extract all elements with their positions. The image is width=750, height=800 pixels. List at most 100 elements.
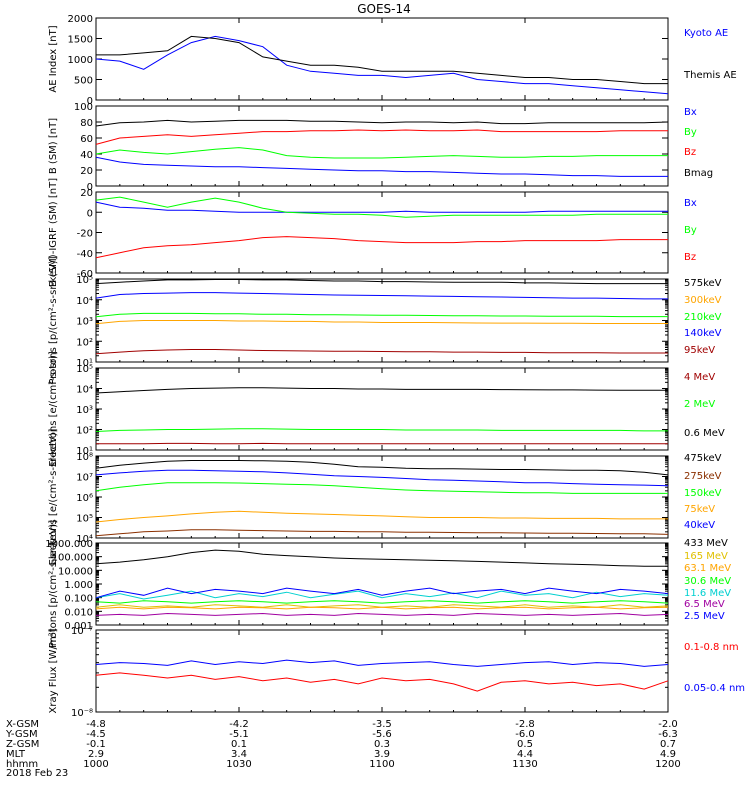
y-axis-label: AE Index [nT] (48, 25, 59, 92)
x-row-value: -5.6 (372, 729, 392, 740)
y-tick-label: 100.000 (52, 553, 93, 564)
legend-label: 150keV (684, 488, 722, 499)
legend-label: 75keV (684, 504, 715, 515)
y-tick-label: 10.000 (58, 566, 93, 577)
y-axis-label: Xray Flux [W/m²] (48, 628, 59, 713)
y-tick-label: 500 (74, 76, 93, 87)
legend-label: 2 MeV (684, 399, 715, 410)
legend-label: Bz (684, 252, 696, 263)
legend-label: 95keV (684, 345, 715, 356)
x-row-value: 4.9 (660, 749, 676, 760)
legend-label: Themis AE (683, 70, 737, 81)
legend-label: 4 MeV (684, 372, 715, 383)
y-axis-label: B (SM)-IGRF (SM) [nT] (48, 178, 59, 287)
legend-label: Kyoto AE (684, 28, 728, 39)
x-row-value: -6.3 (658, 729, 678, 740)
y-tick-label: 20 (80, 166, 93, 177)
x-row-value: -4.8 (86, 719, 106, 730)
series-line-0-1-0-8-nm (95, 672, 669, 692)
series-line-11-6-mev (95, 590, 669, 600)
y-tick-label: 1000.000 (45, 539, 93, 550)
y-tick-label: 10⁻⁷ (71, 626, 93, 637)
plot-title: GOES-14 (357, 2, 411, 16)
legend-label: Bz (684, 147, 696, 158)
y-tick-label: 10⁴ (76, 385, 93, 396)
y-tick-label: 10³ (76, 317, 93, 328)
panel-frame (95, 542, 669, 626)
x-row-value: 1130 (512, 759, 537, 770)
panel-protons: 10¹ 10² 10³ 10⁴ 10⁵ Protons [p/(cm²-s-sr-keV)… (48, 256, 722, 384)
x-row-value: 3.9 (374, 749, 390, 760)
legend-label: 0.6 MeV (684, 428, 725, 439)
y-tick-label: 10⁸ (76, 452, 93, 463)
series-line-2-5-mev (95, 587, 669, 599)
series-line-140kev (95, 292, 668, 300)
series-line-210kev (95, 312, 668, 318)
y-tick-label: 10⁶ (76, 493, 93, 504)
x-row-value: 2.9 (88, 749, 104, 760)
series-line-bz (95, 129, 668, 145)
legend-label: By (684, 225, 697, 236)
legend-label: 300keV (684, 295, 722, 306)
series-line-0-6-mev (95, 387, 668, 394)
legend-label: 275keV (684, 471, 722, 482)
y-tick-label: 10⁷ (76, 473, 93, 484)
series-line-275kev (95, 529, 669, 537)
x-row-value: -4.2 (229, 719, 249, 730)
y-tick-label: 10⁻⁸ (71, 708, 93, 719)
legend-label: 63.1 MeV (684, 563, 731, 574)
panel-frame (95, 629, 669, 713)
y-axis-label: Protons [p/(cm²-s-sr-keV)] (48, 256, 59, 384)
y-tick-label: 0.010 (64, 607, 93, 618)
legend-label: 6.5 MeV (684, 599, 725, 610)
panel-ae: 0 500 1000 1500 2000 AE Index [nT] Kyoto AE The… (48, 14, 737, 107)
legend-label: 575keV (684, 278, 722, 289)
y-axis-label: Electrons [e/(cm²-s-sr-keV)] (48, 428, 59, 565)
y-tick-label: 1.000 (64, 580, 93, 591)
panel-xray: 10⁻⁸ 10⁻⁷ Xray Flux [W/m²] 0.1-0.8 nm 0.05-0… (48, 626, 745, 719)
series-line-300kev (95, 320, 668, 325)
legend-label: 140keV (684, 328, 722, 339)
series-line-575kev (95, 279, 668, 285)
y-tick-label: 10² (76, 337, 93, 348)
y-tick-label: 1500 (68, 35, 93, 46)
y-tick-label: 100 (74, 102, 93, 113)
y-tick-label: 0 (87, 208, 93, 219)
y-tick-label: 60 (80, 134, 93, 145)
legend-label: Bx (684, 198, 697, 209)
x-row-label: MLT (6, 749, 26, 760)
panel-electrons1: 10¹ 10² 10³ 10⁴ 10⁵ Electrons [e/(cm²-s-sr)] 4… (48, 351, 725, 467)
series-line-150kev (95, 482, 668, 494)
series-line-75kev (95, 510, 668, 523)
x-row-value: -4.5 (86, 729, 106, 740)
series-line-6-5-mev (95, 612, 669, 616)
series-line-30-6-mev (95, 600, 669, 604)
series-line-themis-ae (96, 35, 668, 85)
y-tick-label: 10² (76, 426, 93, 437)
y-tick-label: 0.100 (64, 594, 93, 605)
y-tick-label: 40 (80, 150, 93, 161)
y-tick-label: 20 (80, 188, 93, 199)
y-tick-label: 10⁴ (76, 296, 93, 307)
y-tick-label: 0.001 (64, 621, 93, 632)
x-row-value: 1100 (369, 759, 394, 770)
panel-frame (95, 367, 669, 451)
x-row-value: 0.7 (660, 739, 676, 750)
legend-label: Bmag (684, 168, 713, 179)
series-line-63-1-mev (95, 606, 669, 610)
legend-label: 2.5 MeV (684, 611, 725, 622)
y-tick-label: 10⁴ (76, 534, 93, 545)
x-row-value: -3.5 (372, 719, 392, 730)
series-line-2-mev (95, 428, 668, 432)
legend-label: 475keV (684, 453, 722, 464)
panel-bsm: 0 20 40 60 80 100 B (SM) [nT] Bx By Bz Bmag (48, 102, 713, 193)
y-axis-label: Protons [p/(cm²-s-sr-keV)] (48, 520, 59, 648)
panel-frame (95, 105, 669, 187)
legend-label: 11.6 MeV (684, 588, 731, 599)
y-tick-label: 10⁵ (76, 275, 93, 286)
x-row-value: 4.4 (517, 749, 533, 760)
y-axis-label: B (SM) [nT] (48, 118, 59, 174)
x-row-label: hhmm (6, 759, 38, 770)
